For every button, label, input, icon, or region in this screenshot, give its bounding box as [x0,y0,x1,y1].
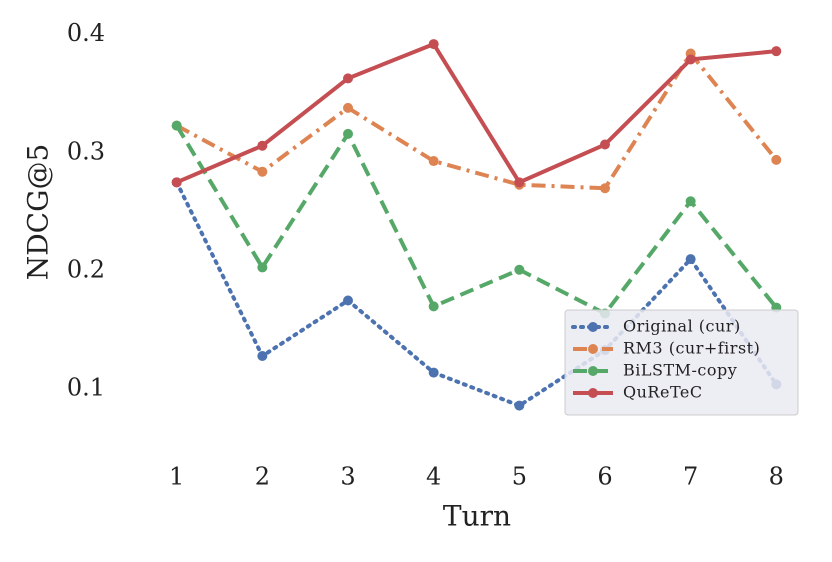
data-point [428,301,439,312]
data-point [343,295,354,306]
data-point [171,120,182,131]
data-point [599,183,610,194]
data-point [771,154,782,165]
y-tick-label: 0.1 [67,374,105,402]
y-tick-label: 0.4 [67,19,105,47]
x-axis-label: Turn [443,500,511,533]
x-tick-label: 1 [169,463,184,491]
x-tick-label: 6 [597,463,612,491]
x-tick-label: 8 [769,463,784,491]
series-line [175,50,778,191]
legend: Original (cur) RM3 (cur+first) BiLSTM-copy… [564,309,799,416]
data-point [685,54,696,65]
data-point [428,367,439,378]
data-point [685,196,696,207]
x-tick-label: 7 [683,463,698,491]
y-axis-label: NDCG@5 [22,144,55,281]
legend-box [564,309,799,416]
data-point [514,400,525,411]
series-line [174,180,779,408]
data-point [599,139,610,150]
y-tick-label: 0.2 [67,255,105,283]
data-point [343,102,354,113]
x-tick-label: 2 [255,463,270,491]
data-point [514,177,525,188]
data-point [257,140,268,151]
data-point [428,156,439,167]
legend-label: QuReTeC [623,383,703,402]
data-point [171,177,182,188]
y-tick-label: 0.3 [67,137,105,165]
legend-marker [588,366,598,376]
legend-label: Original (cur) [623,317,741,336]
data-point [343,73,354,84]
data-point [514,264,525,275]
legend-marker [588,322,598,332]
data-point [257,262,268,273]
data-point [428,39,439,50]
data-point [257,166,268,177]
x-tick-label: 5 [512,463,527,491]
data-point [685,254,696,265]
legend-label: BiLSTM-copy [623,361,737,380]
x-tick-label: 3 [340,463,355,491]
legend-label: RM3 (cur+first) [623,339,760,358]
data-point [343,128,354,139]
series-line [174,124,778,317]
legend-marker [588,344,598,354]
legend-marker [588,388,598,398]
data-point [257,351,268,362]
x-tick-label: 4 [426,463,441,491]
series-line [175,41,777,185]
data-point [771,46,782,57]
